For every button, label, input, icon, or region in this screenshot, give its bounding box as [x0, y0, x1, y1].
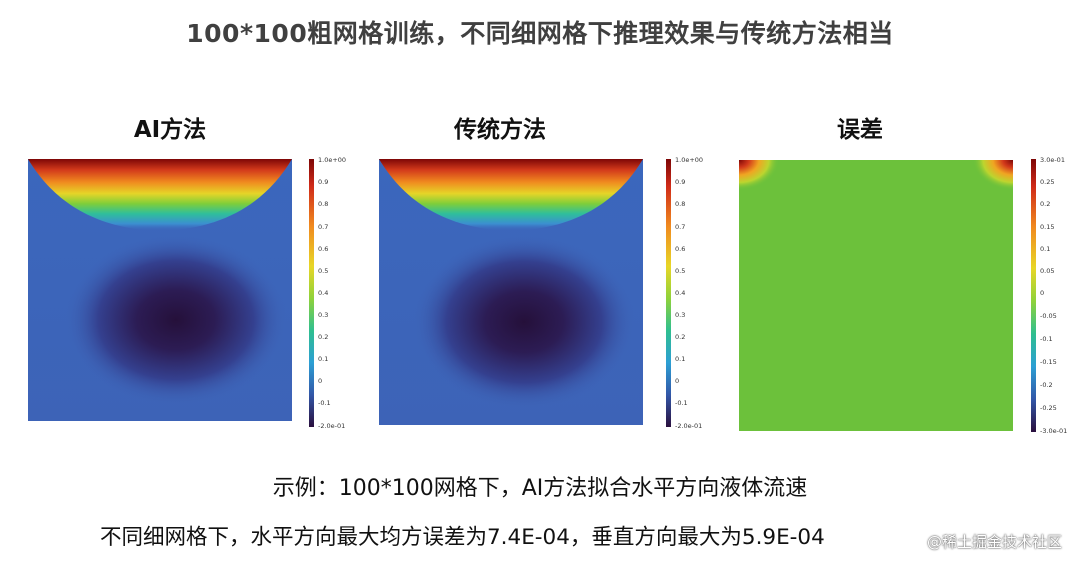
colorbar-tick: -0.1 [318, 399, 331, 407]
colorbar-tick: 0.1 [675, 355, 685, 363]
colorbar-tick: 0.3 [675, 311, 685, 319]
colorbar-tick: 0.8 [675, 200, 685, 208]
colorbar-tick: 0.4 [675, 289, 685, 297]
colorbar-min-label: -2.0e-01 [675, 422, 702, 430]
colorbar-error: 3.0e-01 0.25 0.2 0.15 0.1 0.05 0 -0.05 -… [1031, 156, 1080, 435]
colorbar-tick: 0.2 [1040, 200, 1050, 208]
caption-example: 示例：100*100网格下，AI方法拟合水平方向液体流速 [272, 476, 808, 501]
colorbar-max-label: 1.0e+00 [318, 156, 346, 164]
colorbar-tick: -0.15 [1040, 358, 1057, 366]
colorbar-tick: 0.1 [318, 355, 328, 363]
colorbar-ai: 1.0e+00 0.9 0.8 0.7 0.6 0.5 0.4 0.3 0.2 … [309, 156, 369, 430]
page-title: 100*100粗网格训练，不同细网格下推理效果与传统方法相当 [186, 19, 894, 48]
colorbar-max-label: 3.0e-01 [1040, 156, 1065, 164]
colorbar-traditional: 1.0e+00 0.9 0.8 0.7 0.6 0.5 0.4 0.3 0.2 … [666, 156, 726, 430]
colorbar-tick: 0.7 [675, 223, 685, 231]
panel-title-error: 误差 [837, 117, 883, 143]
colorbar-max-label: 1.0e+00 [675, 156, 703, 164]
ai-velocity-field [28, 159, 292, 421]
panel-title-ai: AI方法 [133, 117, 207, 143]
colorbar-tick: 0.2 [675, 333, 685, 341]
colorbar-tick: 0.25 [1040, 178, 1054, 186]
colorbar-tick: 0.2 [318, 333, 328, 341]
colorbar-tick: 0.8 [318, 200, 328, 208]
colorbar-tick: -0.2 [1040, 381, 1053, 389]
colorbar-min-label: -3.0e-01 [1040, 427, 1067, 435]
traditional-velocity-field [379, 159, 643, 425]
colorbar-min-label: -2.0e-01 [318, 422, 345, 430]
colorbar-tick: 0.3 [318, 311, 328, 319]
colorbar-tick: 0.9 [318, 178, 328, 186]
colorbar-tick: 0 [318, 377, 322, 385]
error-field [739, 160, 1013, 431]
colorbar-tick: 0 [675, 377, 679, 385]
colorbar-tick: 0.4 [318, 289, 328, 297]
colorbar-tick: 0.1 [1040, 245, 1050, 253]
colorbar-tick: 0 [1040, 289, 1044, 297]
colorbar-tick: 0.6 [318, 245, 328, 253]
colorbar-tick: 0.05 [1040, 267, 1054, 275]
colorbar-tick: 0.5 [675, 267, 685, 275]
caption-error-summary: 不同细网格下，水平方向最大均方误差为7.4E-04，垂直方向最大为5.9E-04 [100, 525, 825, 550]
colorbar-tick: 0.15 [1040, 223, 1054, 231]
watermark: @稀土掘金技术社区 [926, 533, 1062, 551]
colorbar-tick: -0.1 [1040, 335, 1053, 343]
colorbar-tick: -0.05 [1040, 312, 1057, 320]
colorbar-tick: -0.1 [675, 399, 688, 407]
colorbar-tick: 0.9 [675, 178, 685, 186]
colorbar-tick: 0.7 [318, 223, 328, 231]
colorbar-tick: -0.25 [1040, 404, 1057, 412]
colorbar-tick: 0.5 [318, 267, 328, 275]
panel-title-traditional: 传统方法 [454, 117, 546, 143]
colorbar-tick: 0.6 [675, 245, 685, 253]
